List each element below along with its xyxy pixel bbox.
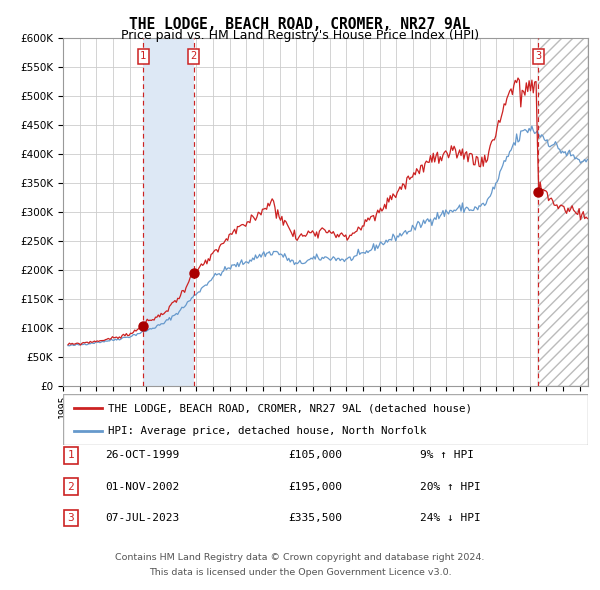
Text: 20% ↑ HPI: 20% ↑ HPI — [420, 482, 481, 491]
Text: £335,500: £335,500 — [288, 513, 342, 523]
Bar — [538, 38, 588, 386]
FancyBboxPatch shape — [63, 394, 588, 445]
Text: THE LODGE, BEACH ROAD, CROMER, NR27 9AL: THE LODGE, BEACH ROAD, CROMER, NR27 9AL — [130, 17, 470, 31]
Text: HPI: Average price, detached house, North Norfolk: HPI: Average price, detached house, Nort… — [107, 426, 426, 436]
Text: 3: 3 — [67, 513, 74, 523]
Text: 2: 2 — [191, 51, 197, 61]
Text: 2: 2 — [67, 482, 74, 491]
Text: THE LODGE, BEACH ROAD, CROMER, NR27 9AL (detached house): THE LODGE, BEACH ROAD, CROMER, NR27 9AL … — [107, 403, 472, 413]
Text: 3: 3 — [535, 51, 541, 61]
Text: 07-JUL-2023: 07-JUL-2023 — [105, 513, 179, 523]
Text: 01-NOV-2002: 01-NOV-2002 — [105, 482, 179, 491]
Bar — [143, 38, 194, 386]
Text: 1: 1 — [67, 451, 74, 460]
Text: Price paid vs. HM Land Registry's House Price Index (HPI): Price paid vs. HM Land Registry's House … — [121, 30, 479, 42]
Text: £195,000: £195,000 — [288, 482, 342, 491]
Text: This data is licensed under the Open Government Licence v3.0.: This data is licensed under the Open Gov… — [149, 568, 451, 577]
Text: Contains HM Land Registry data © Crown copyright and database right 2024.: Contains HM Land Registry data © Crown c… — [115, 553, 485, 562]
Text: 9% ↑ HPI: 9% ↑ HPI — [420, 451, 474, 460]
Text: 26-OCT-1999: 26-OCT-1999 — [105, 451, 179, 460]
Text: 24% ↓ HPI: 24% ↓ HPI — [420, 513, 481, 523]
Text: 1: 1 — [140, 51, 146, 61]
Text: £105,000: £105,000 — [288, 451, 342, 460]
